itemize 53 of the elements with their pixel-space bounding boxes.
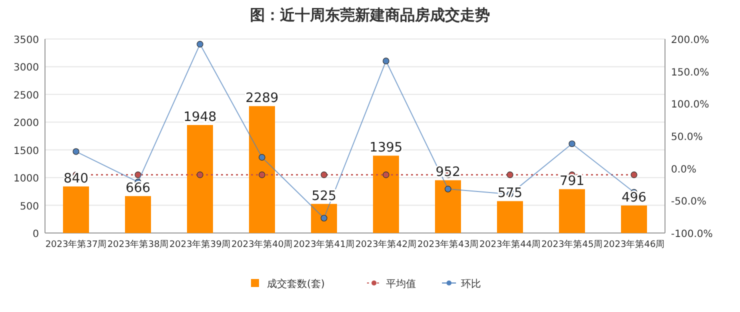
x-tick-label: 2023年第40周	[231, 239, 293, 250]
x-tick-label: 2023年第42周	[355, 239, 417, 250]
point	[72, 148, 80, 155]
bar	[621, 206, 647, 233]
bar	[497, 201, 523, 233]
y-tick-label: 3500	[14, 35, 39, 46]
point	[568, 140, 576, 148]
x-tick-label: 2023年第38周	[107, 239, 169, 250]
legend-label: 环比	[461, 278, 481, 290]
point	[258, 154, 266, 161]
y-tick-label: 1000	[14, 174, 39, 185]
x-tick-label: 2023年第39周	[169, 239, 231, 250]
data-label: 666	[126, 181, 150, 196]
y-tick-label: 2500	[14, 90, 39, 102]
y-tick-label: 3000	[14, 62, 39, 74]
y-tick-label: 2000	[14, 118, 39, 130]
data-label: 496	[622, 190, 646, 206]
y2-tick-label: 50.0%	[671, 132, 703, 143]
y2-tick-label: 200.0%	[671, 35, 710, 46]
x-tick-label: 2023年第43周	[417, 239, 479, 250]
x-tick-label: 2023年第44周	[479, 239, 541, 250]
y-tick-label: 500	[20, 201, 39, 212]
x-tick-label: 2023年第45周	[541, 239, 603, 250]
data-label: 840	[64, 171, 88, 186]
y-tick-label: 1500	[14, 146, 39, 157]
y2-tick-label: 150.0%	[671, 67, 710, 78]
data-label: 2289	[245, 91, 279, 106]
y2-tick-label: 0.0%	[671, 164, 696, 176]
data-label: 791	[560, 174, 584, 190]
x-tick-label: 2023年第46周	[603, 239, 665, 250]
data-label: 1395	[369, 140, 403, 156]
bar	[63, 186, 89, 233]
bar	[311, 204, 337, 233]
y2-tick-label: 100.0%	[671, 100, 710, 111]
bar	[249, 106, 275, 233]
y2-tick-label: -100.0%	[671, 229, 713, 240]
bar	[125, 196, 151, 233]
bar	[435, 180, 461, 233]
y2-tick-label: -50.0%	[671, 196, 706, 208]
point	[382, 58, 390, 64]
bar	[373, 156, 399, 233]
chart-title: 图：近十周东莞新建商品房成交走势	[250, 6, 490, 24]
x-tick-label: 2023年第37周	[45, 239, 107, 250]
bar	[187, 125, 213, 233]
point	[444, 186, 452, 192]
point	[196, 40, 204, 48]
bar	[559, 189, 585, 233]
x-tick-label: 2023年第41周	[293, 239, 355, 250]
data-label: 1948	[183, 110, 217, 126]
y-tick-label: 0	[32, 229, 39, 240]
point	[320, 214, 328, 222]
legend-label: 成交套数(套)	[267, 278, 325, 290]
legend-label: 平均值	[386, 278, 416, 290]
